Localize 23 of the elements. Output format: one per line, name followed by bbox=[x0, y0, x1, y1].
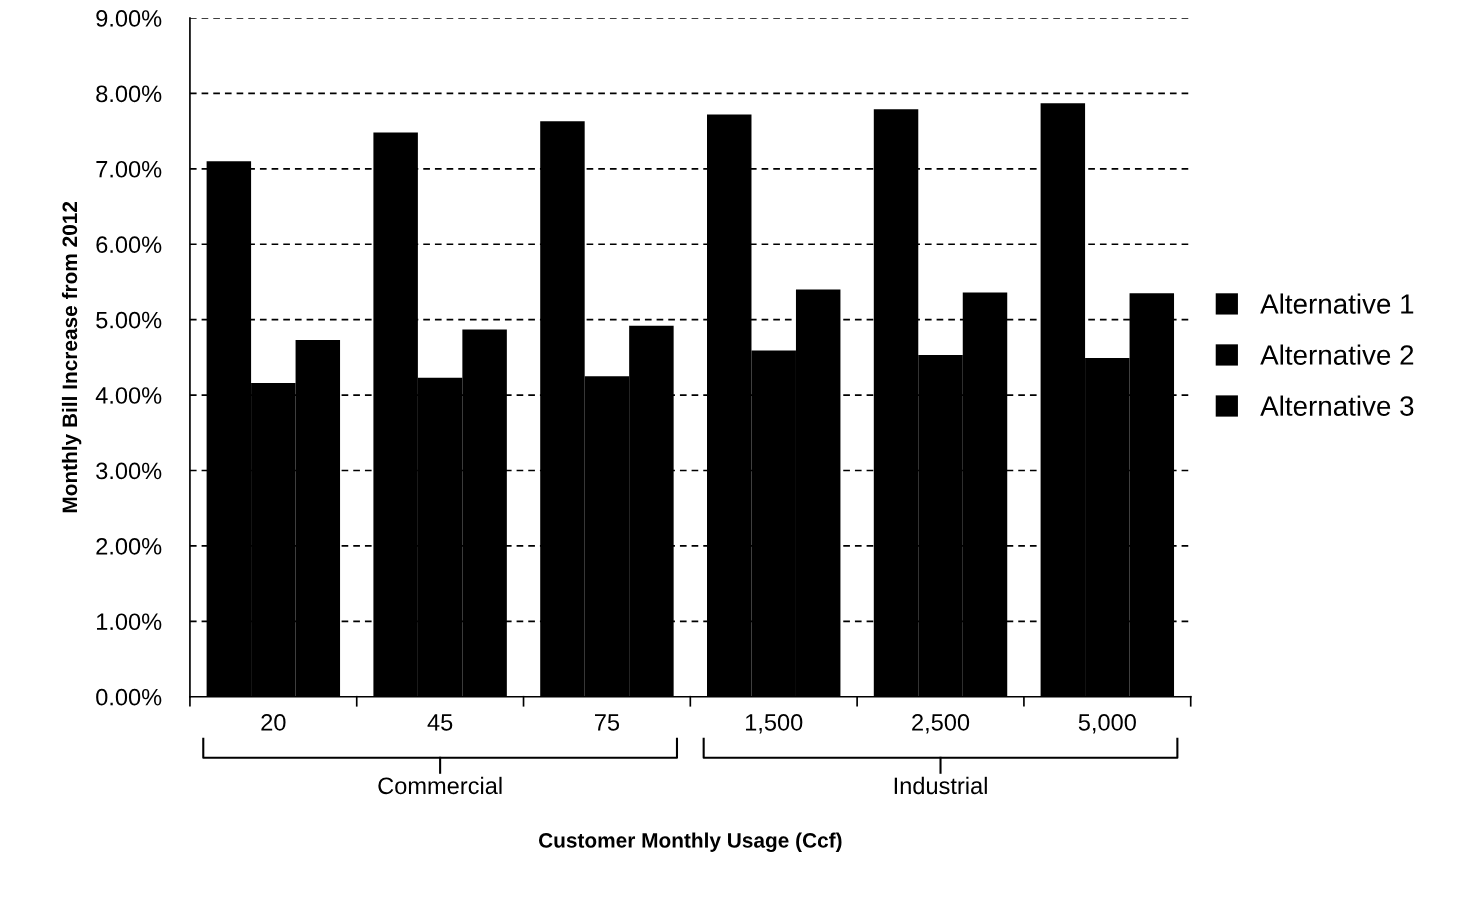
legend-label: Alternative 1 bbox=[1260, 293, 1414, 314]
x-tick-label: 20 bbox=[261, 714, 286, 731]
y-axis-title: Monthly Bill Increase from 2012 bbox=[61, 201, 82, 513]
x-tick-label: 5,000 bbox=[1078, 714, 1136, 734]
y-tick-label: 6.00% bbox=[96, 236, 162, 254]
x-tick-label: 2,500 bbox=[912, 714, 970, 734]
y-tick-label: 7.00% bbox=[96, 160, 162, 178]
x-tick-label: 45 bbox=[427, 714, 453, 731]
y-tick-label: 9.00% bbox=[96, 10, 162, 27]
y-tick-label: 1.00% bbox=[97, 613, 162, 631]
y-tick-label: 2.00% bbox=[96, 537, 162, 555]
legend-label: Alternative 2 bbox=[1260, 344, 1414, 365]
text: Commercial bbox=[378, 776, 502, 795]
x-tick-label: 75 bbox=[595, 714, 620, 731]
y-tick-label: 5.00% bbox=[96, 311, 162, 329]
x-axis-title: Customer Monthly Usage (Ccf) bbox=[538, 832, 842, 852]
y-tick-label: 8.00% bbox=[96, 85, 162, 103]
y-tick-label: 0.00% bbox=[96, 688, 162, 706]
y-tick-label: 4.00% bbox=[95, 387, 162, 404]
x-tick-label: 1,500 bbox=[745, 714, 803, 734]
text: Industrial bbox=[894, 776, 987, 795]
legend-label: Alternative 3 bbox=[1260, 395, 1414, 416]
y-tick-label: 3.00% bbox=[96, 462, 162, 480]
